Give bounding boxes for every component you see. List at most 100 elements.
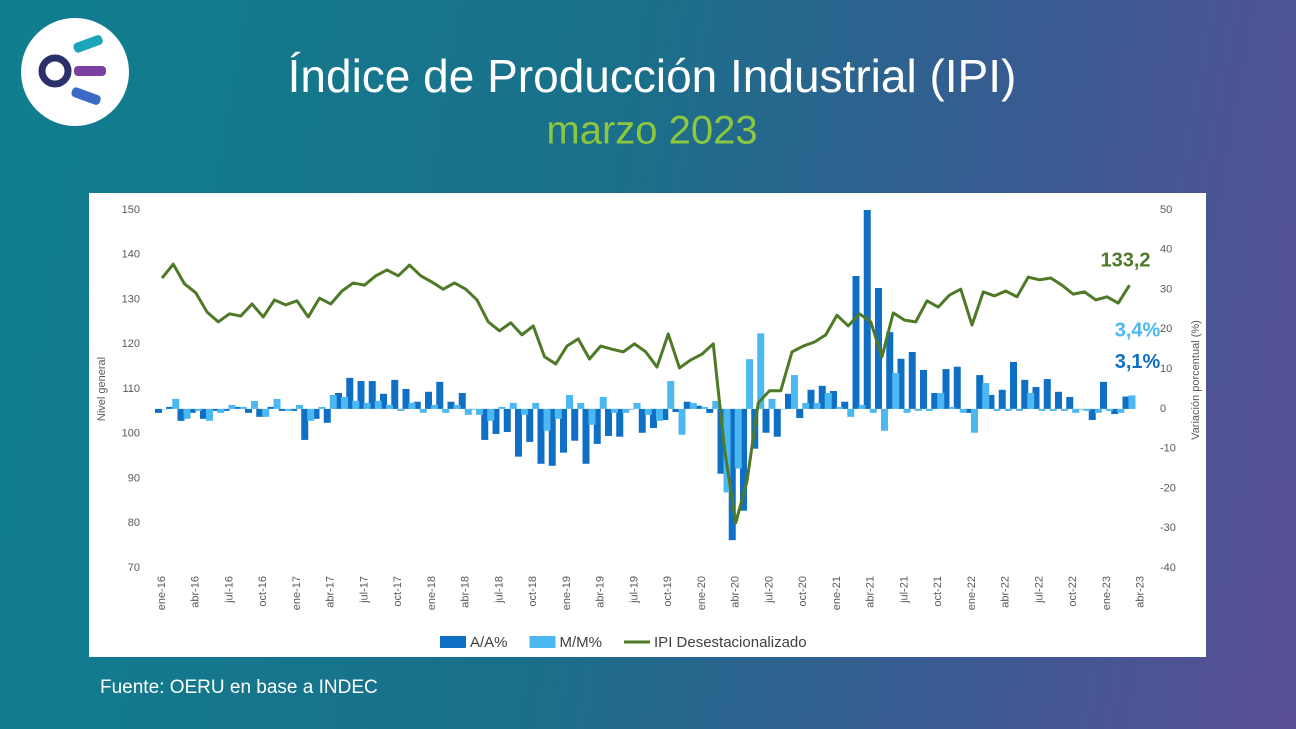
bar [1055, 391, 1062, 409]
y-tick-label: 140 [122, 249, 140, 261]
bar [993, 408, 1001, 411]
bar [357, 381, 365, 409]
bar [869, 408, 877, 413]
bar [554, 408, 562, 419]
bar [728, 408, 736, 541]
bar [661, 408, 669, 421]
bar [650, 408, 657, 428]
title: Índice de Producción Industrial (IPI) [288, 50, 1017, 102]
bar [155, 408, 162, 413]
bar [566, 394, 573, 409]
bar [543, 408, 551, 431]
logo-ring [38, 54, 72, 88]
bar [296, 404, 303, 409]
bar [166, 406, 174, 409]
x-tick-label: oct-20 [797, 576, 809, 607]
bar [746, 359, 753, 409]
bar [1106, 408, 1113, 411]
bar [926, 408, 933, 411]
bar [802, 402, 810, 409]
x-tick-label: abr-20 [730, 576, 742, 608]
legend-label: IPI Desestacionalizado [654, 634, 807, 651]
bar [723, 408, 731, 493]
bar [847, 408, 855, 417]
x-tick-label: jul-18 [493, 576, 505, 604]
bar [593, 408, 601, 444]
bar [689, 402, 697, 409]
data-label: 133,2 [1100, 249, 1150, 271]
y2-tick-label: 50 [1160, 204, 1172, 216]
bar [1111, 408, 1119, 415]
legend-label: M/M% [560, 634, 603, 651]
y2-axis-title: Variación porcentual (%) [1190, 320, 1202, 440]
y2-tick-label: 10 [1160, 363, 1172, 375]
x-tick-label: jul-21 [898, 576, 910, 604]
bar [487, 408, 495, 421]
bar [273, 398, 281, 409]
bar [470, 408, 477, 410]
bar [239, 406, 247, 409]
legend-swatch [529, 636, 556, 648]
bar [683, 401, 691, 409]
bar [695, 405, 702, 409]
bar [419, 408, 427, 413]
x-tick-label: oct-18 [527, 576, 539, 607]
bar [1016, 408, 1023, 411]
x-tick-label: ene-18 [426, 576, 438, 610]
bar [796, 408, 804, 419]
bar [892, 373, 900, 409]
bar [717, 408, 725, 474]
bar [1049, 408, 1057, 411]
bar [1122, 396, 1130, 409]
bar [408, 402, 416, 409]
bar [352, 400, 360, 409]
bar [824, 392, 832, 409]
x-tick-label: ene-22 [966, 576, 978, 610]
bar [813, 402, 821, 409]
y-axis-title: Nivel general [96, 357, 108, 421]
bar [233, 406, 241, 409]
bar [706, 408, 714, 413]
bar [222, 408, 230, 411]
y2-tick-label: 0 [1160, 403, 1166, 415]
bar [656, 408, 663, 421]
bar [740, 408, 747, 511]
bar [588, 408, 596, 425]
bar [1010, 361, 1017, 409]
x-tick-label: jul-22 [1033, 576, 1045, 604]
subtitle: marzo 2023 [546, 109, 757, 153]
y2-tick-label: -10 [1160, 443, 1176, 455]
y2-tick-label: -30 [1160, 522, 1176, 534]
bar [391, 379, 399, 409]
bar [374, 400, 382, 409]
bar [914, 408, 922, 411]
y-tick-label: 80 [128, 517, 140, 529]
bar [211, 408, 219, 411]
bar [948, 406, 956, 409]
x-tick-label: oct-19 [662, 576, 674, 607]
bar [194, 408, 202, 411]
bar [1027, 392, 1035, 409]
y2-tick-label: -40 [1160, 562, 1176, 574]
bar [773, 408, 781, 437]
bar [515, 408, 522, 457]
bar [785, 393, 792, 409]
bar [397, 408, 405, 411]
data-label: 3,1% [1115, 351, 1161, 373]
bar [537, 408, 545, 464]
x-tick-label: abr-23 [1135, 576, 1147, 608]
bar [172, 398, 180, 409]
bar [301, 408, 309, 440]
bar [577, 402, 585, 409]
bar [920, 369, 927, 409]
logo-bar [71, 87, 101, 105]
y-tick-label: 130 [122, 293, 140, 305]
bar [622, 408, 630, 413]
bar [217, 408, 225, 413]
x-tick-label: oct-16 [257, 576, 269, 607]
bar [638, 408, 646, 433]
bar [1083, 408, 1091, 411]
bar [886, 332, 894, 409]
